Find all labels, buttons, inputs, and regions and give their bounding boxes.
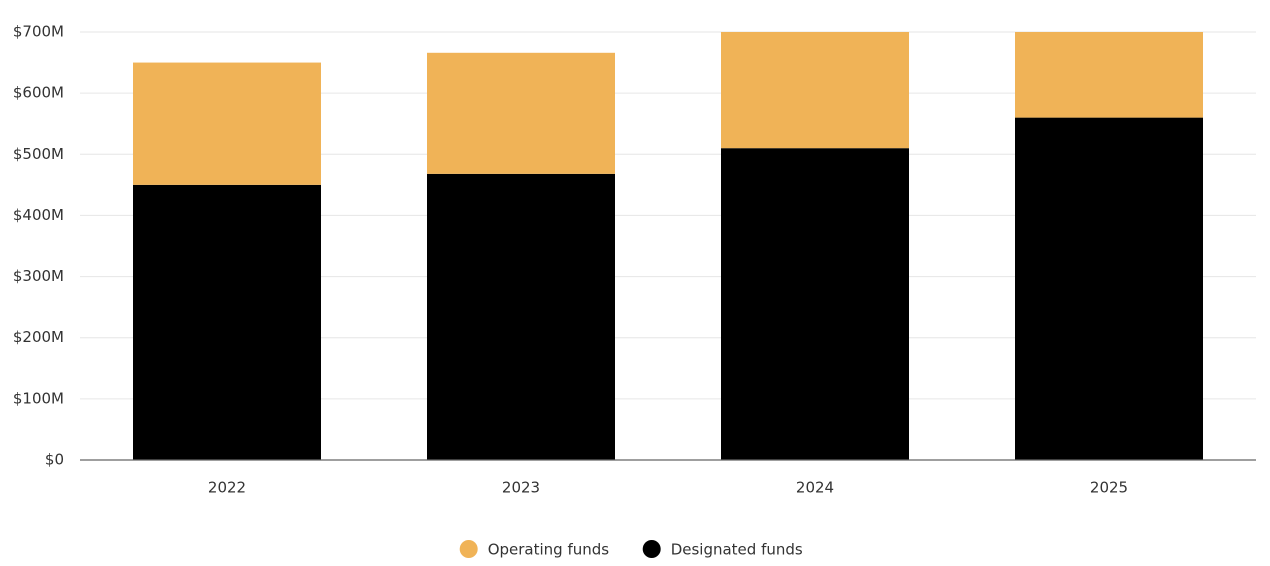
bar-segment: [133, 184, 321, 460]
y-tick-label: $700M: [13, 23, 64, 41]
bar-segment: [427, 173, 615, 460]
y-tick-label: $0: [45, 451, 64, 469]
legend-label: Operating funds: [488, 541, 610, 559]
legend-marker: [459, 540, 478, 558]
legend-marker: [642, 540, 661, 558]
bar-segment: [427, 52, 615, 174]
x-tick-label: 2025: [1090, 479, 1128, 497]
y-tick-label: $400M: [13, 206, 64, 224]
bars: [133, 32, 1203, 460]
bar-segment: [1015, 117, 1203, 460]
bar-segment: [133, 62, 321, 185]
y-tick-label: $500M: [13, 145, 64, 163]
y-tick-label: $600M: [13, 84, 64, 102]
x-tick-label: 2024: [796, 479, 834, 497]
labels: $0 $100M $200M $300M $400M $500M $600M $700M 202…: [13, 23, 1256, 559]
y-tick-label: $100M: [13, 389, 64, 407]
y-tick-label: $300M: [13, 267, 64, 285]
bar-segment: [721, 148, 909, 460]
legend-label: Designated funds: [671, 541, 803, 559]
x-tick-label: 2023: [502, 479, 540, 497]
bar-segment: [1015, 32, 1203, 118]
x-tick-label: 2022: [208, 479, 246, 497]
y-tick-label: $200M: [13, 328, 64, 346]
bar-segment: [721, 32, 909, 149]
